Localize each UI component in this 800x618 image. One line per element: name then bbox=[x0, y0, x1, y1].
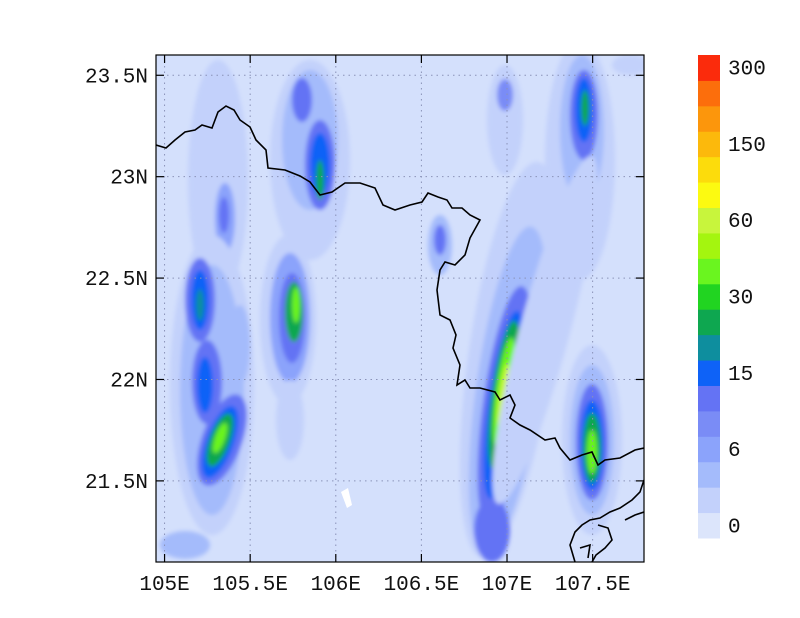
colorbar-swatch-4 bbox=[698, 410, 720, 437]
colorbar-swatch-18 bbox=[698, 55, 720, 81]
contour-east-mid-west-inner bbox=[434, 225, 446, 255]
border-lines bbox=[156, 105, 644, 562]
y-tick-label-3: 23N bbox=[110, 168, 148, 191]
colorbar-label-5: 150 bbox=[728, 135, 766, 158]
colorbar-swatch-13 bbox=[698, 182, 720, 209]
island bbox=[579, 543, 591, 559]
colorbar-swatch-16 bbox=[698, 105, 720, 132]
contour-west-side bbox=[230, 305, 250, 385]
y-tick-label-1: 22N bbox=[110, 370, 148, 393]
coastline bbox=[569, 479, 644, 562]
colorbar-label-1: 6 bbox=[728, 440, 741, 463]
contour-central-tail bbox=[276, 380, 304, 460]
contour-central-north-top bbox=[292, 78, 312, 122]
colorbar-swatch-12 bbox=[698, 207, 720, 234]
contour-fareast-north-c bbox=[581, 90, 589, 126]
colorbar-label-3: 30 bbox=[728, 288, 753, 311]
contour-east-north-inner bbox=[497, 79, 513, 111]
colorbar-swatch-3 bbox=[698, 436, 720, 463]
colorbar-swatch-6 bbox=[698, 360, 720, 386]
graticule bbox=[156, 55, 644, 562]
colorbar-swatch-11 bbox=[698, 232, 720, 259]
colorbar: 0 6 15 30 60 150 300 bbox=[698, 55, 766, 539]
colorbar-swatch-8 bbox=[698, 309, 720, 336]
contour-west-mid-inner bbox=[219, 197, 229, 233]
contour-east-north-outer bbox=[487, 65, 523, 175]
axis-ticks: 105E 105.5E 106E 106.5E 107E 107.5E 21.5N 22N 22… bbox=[85, 55, 644, 597]
precipitation-field bbox=[160, 55, 644, 562]
x-tick-label-3: 106.5E bbox=[384, 574, 460, 597]
colorbar-label-2: 15 bbox=[728, 364, 753, 387]
colorbar-label-4: 60 bbox=[728, 211, 753, 234]
contour-corner-ne bbox=[612, 55, 644, 75]
map-frame bbox=[155, 54, 645, 563]
y-tick-label-0: 21.5N bbox=[85, 472, 148, 495]
colorbar-swatch-10 bbox=[698, 258, 720, 285]
x-tick-label-4: 107E bbox=[482, 574, 532, 597]
contour-fareast-diagonal bbox=[492, 156, 598, 504]
contour-central-south-c bbox=[292, 287, 300, 323]
no-data-patch bbox=[341, 488, 352, 508]
colorbar-swatch-2 bbox=[698, 461, 720, 488]
contour-east-bottom bbox=[474, 498, 510, 562]
contour-central-north-c bbox=[316, 160, 324, 200]
colorbar-label-0: 0 bbox=[728, 516, 741, 539]
y-tick-label-4: 23.5N bbox=[85, 66, 148, 89]
colorbar-swatch-7 bbox=[698, 334, 720, 361]
colorbar-swatch-0 bbox=[698, 512, 720, 539]
contour-west-corner bbox=[160, 531, 210, 559]
coast-east bbox=[624, 511, 644, 521]
colorbar-swatch-17 bbox=[698, 80, 720, 107]
contour-west-s1-c bbox=[196, 289, 204, 321]
colorbar-swatch-1 bbox=[698, 487, 720, 514]
colorbar-label-6: 300 bbox=[728, 59, 766, 82]
coast-inlet bbox=[591, 524, 613, 562]
contour-east-south-e bbox=[497, 363, 509, 427]
national-border bbox=[156, 105, 644, 467]
colorbar-swatch-15 bbox=[698, 131, 720, 158]
x-tick-label-5: 107.5E bbox=[555, 574, 631, 597]
contour-west-s3-d bbox=[212, 422, 228, 454]
colorbar-swatch-5 bbox=[698, 385, 720, 412]
colorbar-swatch-9 bbox=[698, 283, 720, 310]
x-tick-label-0: 105E bbox=[139, 574, 189, 597]
y-tick-label-2: 22.5N bbox=[85, 269, 148, 292]
x-tick-label-2: 106E bbox=[311, 574, 361, 597]
colorbar-swatch-14 bbox=[698, 156, 720, 183]
contour-west-s2-b bbox=[197, 357, 213, 413]
x-tick-label-1: 105.5E bbox=[212, 574, 288, 597]
